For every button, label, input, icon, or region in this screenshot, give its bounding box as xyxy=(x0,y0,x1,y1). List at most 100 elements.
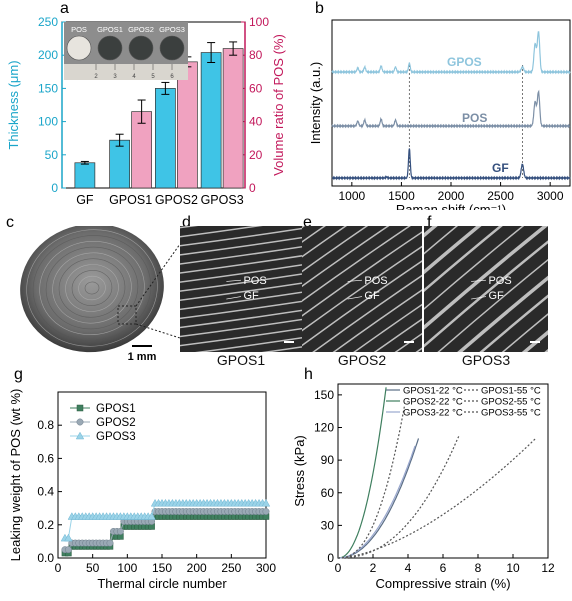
sem-graphene-layer xyxy=(302,236,422,352)
disc-ring xyxy=(32,235,152,341)
thickness-volume-chart: 0 50 100 150 200 250 0 20 40 60 80 100 Thickness (μm… xyxy=(6,15,286,207)
g-point-gpos3 xyxy=(261,498,271,507)
g-y-tick-label: 0.2 xyxy=(37,518,54,532)
g-point-gpos2 xyxy=(262,508,270,515)
sem-graphene-layer xyxy=(180,226,302,262)
panel-b-label: b xyxy=(315,0,324,17)
sem-graphene-layer xyxy=(424,226,548,352)
h-curve-gpos3-55-c xyxy=(337,437,537,559)
g-x-tick-label: 250 xyxy=(221,561,241,575)
sem-tag-pointer xyxy=(471,279,487,282)
sem-tag-gf: GF xyxy=(364,290,380,302)
sem-graphene-layer xyxy=(424,226,548,352)
b-x-tick-label: 2500 xyxy=(487,189,514,203)
a-inset-sample xyxy=(66,35,92,61)
panel-a-label: a xyxy=(60,0,69,17)
h-y-tick-label: 60 xyxy=(321,486,335,500)
a-inset-label: GPOS2 xyxy=(128,25,154,34)
sem-graphene-layer xyxy=(302,226,422,352)
a-category-label: GF xyxy=(76,193,94,207)
sem-graphene-layer xyxy=(302,226,422,352)
a-left-tick-label: 250 xyxy=(38,15,58,29)
a-bar-thickness xyxy=(155,88,176,189)
sem-graphene-layer xyxy=(180,280,302,334)
sem-graphene-layer xyxy=(302,226,422,352)
b-x-tick-label: 1000 xyxy=(338,189,365,203)
sem-graphene-layer xyxy=(180,226,302,271)
sem-graphene-layer xyxy=(180,289,302,342)
a-inset-ruler-label: 6 xyxy=(170,74,174,80)
a-inset-ruler-label: 3 xyxy=(113,74,117,80)
disc-ring xyxy=(45,246,139,330)
g-y-tick-label: 0.8 xyxy=(37,418,54,432)
a-bar-volume xyxy=(222,48,244,189)
h-y-tick-label: 150 xyxy=(314,388,334,402)
h-y-tick-label: 0 xyxy=(327,551,334,565)
sem-graphene-layer xyxy=(180,307,302,352)
sem-graphene-layer xyxy=(180,316,302,352)
sem-tag-pos: POS xyxy=(364,275,387,287)
a-category-label: GPOS2 xyxy=(155,193,198,207)
disc-ring xyxy=(84,281,100,295)
h-legend-label: GPOS3-22 °C xyxy=(403,408,463,419)
leakage-chart: 0 50 100 150 200 250 300 0.0 0.2 0.4 0.6 0.8 Thermal… xyxy=(8,389,276,591)
sem-graphene-layer xyxy=(180,244,302,298)
sem-layers xyxy=(302,226,422,352)
h-x-tick-label: 2 xyxy=(370,561,377,575)
h-legend-label: GPOS1-22 °C xyxy=(403,386,463,397)
g-point-gpos3 xyxy=(147,512,156,520)
a-inset-label: GPOS3 xyxy=(159,25,185,34)
h-legend-label: GPOS2-55 °C xyxy=(481,397,541,408)
sem-image-gpos3: POS GF xyxy=(424,226,548,352)
a-bar-thickness xyxy=(200,52,222,189)
g-point-gpos2 xyxy=(116,527,124,535)
sem-image-gpos2: POS GF xyxy=(302,226,422,352)
h-y-tick-label: 30 xyxy=(321,518,335,532)
a-right-tick-label: 100 xyxy=(249,15,269,29)
a-category-label: GPOS1 xyxy=(109,193,152,207)
h-curve-gpos3-22-c xyxy=(338,445,416,559)
h-legend-label: GPOS1-55 °C xyxy=(481,386,541,397)
sem-tag-pointer xyxy=(347,279,363,282)
b-x-tick-label: 3000 xyxy=(537,189,564,203)
a-inset-ruler-label: 4 xyxy=(132,74,136,80)
sem-graphene-layer xyxy=(302,226,422,352)
g-point-gpos3 xyxy=(64,533,73,542)
sem-graphene-layer xyxy=(180,298,302,351)
sem-graphene-layer xyxy=(302,226,422,352)
h-curve-gpos2-55-c xyxy=(338,435,460,559)
b-xlabel: Raman shift (cm⁻¹) xyxy=(396,202,506,210)
a-inset-sample xyxy=(97,35,123,61)
b-ylabel: Intensity (a.u.) xyxy=(308,62,323,144)
g-xlabel: Thermal circle number xyxy=(97,576,227,591)
h-y-tick-label: 90 xyxy=(321,453,335,467)
caption-gpos3: GPOS3 xyxy=(461,352,511,368)
a-inset-sample xyxy=(159,35,185,61)
disc-shape xyxy=(20,226,164,353)
sem-graphene-layer xyxy=(424,226,548,352)
h-x-tick-label: 10 xyxy=(506,561,520,575)
sem-graphene-layer xyxy=(180,262,302,316)
sem-tag-pointer xyxy=(471,296,487,300)
raman-chart: 1000 1500 2000 2500 3000 Raman shift (cm⁻¹) In… xyxy=(308,19,571,210)
sem-background xyxy=(424,226,548,352)
a-inset-label: POS xyxy=(71,25,87,34)
sem-image-gpos1: POS GF xyxy=(180,226,302,352)
g-legend-label: GPOS3 xyxy=(96,431,136,443)
g-y-tick-label: 0.4 xyxy=(37,485,54,499)
sem-tag-pointer xyxy=(226,279,242,282)
a-inset-photo: POS GPOS1 GPOS2 GPOS3 2 3 4 5 6 xyxy=(64,22,188,80)
disc-ring xyxy=(26,229,158,347)
a-left-tick-label: 50 xyxy=(45,148,59,162)
a-ylabel-left: Thickness (μm) xyxy=(6,60,21,149)
a-bar-thickness xyxy=(74,162,96,189)
h-x-tick-label: 4 xyxy=(405,561,412,575)
zoom-line-top xyxy=(135,243,180,307)
disc-rings xyxy=(26,229,158,347)
g-ylabel: Leaking weight of POS (wt %) xyxy=(8,389,23,562)
panel-h-label: h xyxy=(304,366,313,383)
panel-g-label: g xyxy=(14,366,23,383)
g-legend-marker xyxy=(76,418,84,426)
zoom-box xyxy=(117,305,137,325)
sem-tag-pos: POS xyxy=(488,275,511,287)
